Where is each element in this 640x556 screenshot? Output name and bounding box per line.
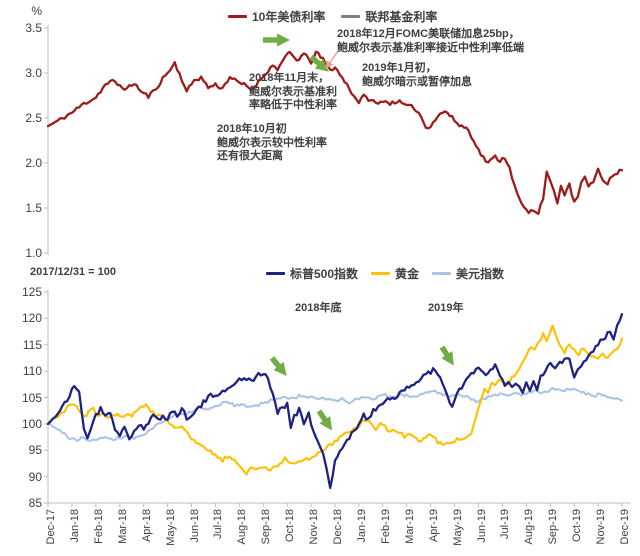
legend-label: 联邦基金利率 xyxy=(365,10,438,24)
y-tick-label: 3.0 xyxy=(25,66,42,80)
x-tick-label: Jun-19 xyxy=(475,509,488,543)
annotation-oct2018: 2018年10月初 鲍威尔表示较中性利率 还有很大距离 xyxy=(217,123,327,164)
legend-label: 黄金 xyxy=(395,267,420,281)
annotation-line: 鲍威尔表示基准利 xyxy=(249,85,337,98)
annotation-line: 2019年 xyxy=(428,302,464,314)
x-tick-label: Mar-19 xyxy=(403,509,416,544)
x-tick-label: Dec-17 xyxy=(45,509,57,545)
x-tick-label: Dec-18 xyxy=(332,509,344,545)
y-tick-label: 1.5 xyxy=(25,201,42,215)
x-tick-label: Dec-19 xyxy=(619,509,631,545)
y-tick-label: 120 xyxy=(21,311,42,326)
ust10y-line-swatch xyxy=(228,15,247,18)
y-tick-label: 110 xyxy=(22,364,42,379)
x-tick-label: Apr-18 xyxy=(140,509,153,543)
annotation-line: 2018年底 xyxy=(295,302,342,314)
dollar-index-line-swatch xyxy=(432,272,452,275)
annotation-2019: 2019年 xyxy=(428,302,463,316)
x-tick-label: May-19 xyxy=(451,509,464,546)
annotation-jan2019: 2019年1月初， 鲍威尔暗示或暂停加息 xyxy=(362,62,472,89)
y-tick-label: 115 xyxy=(22,337,42,352)
x-tick-label: May-18 xyxy=(164,509,177,546)
bottom-legend: 标普500指数 黄金 美元指数 xyxy=(266,265,504,282)
arrow-icon-top-decline xyxy=(309,54,329,72)
y-tick-label: 85 xyxy=(28,496,42,510)
arrow-icon-2019 xyxy=(439,345,454,366)
gold-line-swatch xyxy=(371,272,391,275)
y-tick-label: 2.0 xyxy=(25,156,42,170)
gold-line xyxy=(46,324,624,476)
sp500-line xyxy=(46,313,624,490)
annotation-line: 率略低于中性利率 xyxy=(249,99,337,111)
legend-label: 标普500指数 xyxy=(290,267,359,281)
annotation-line: 鲍威尔表示较中性利率 xyxy=(217,136,327,149)
legend-label: 美元指数 xyxy=(456,267,505,281)
x-tick-label: Apr-19 xyxy=(427,509,440,543)
top-legend: 10年美债利率 联邦基金利率 xyxy=(228,8,437,25)
y-tick-label: 3.5 xyxy=(25,21,42,35)
x-tick-label: Mar-18 xyxy=(116,509,129,544)
x-tick-label: Nov-18 xyxy=(308,509,321,545)
y-tick-label: 95 xyxy=(28,443,42,458)
legend-item-gold: 黄金 xyxy=(371,265,419,282)
axis-line xyxy=(44,290,631,507)
sp500-line-swatch xyxy=(266,272,285,275)
x-tick-label: Oct-18 xyxy=(284,509,297,543)
annotation-line: 2018年11月末， xyxy=(249,72,330,84)
x-tick-label: Sep-18 xyxy=(260,509,273,545)
annotation-nov2018: 2018年11月末， 鲍威尔表示基准利 率略低于中性利率 xyxy=(249,72,337,113)
x-tick-label: Oct-19 xyxy=(571,509,584,543)
x-tick-label: Feb-18 xyxy=(92,509,105,544)
arrow-icon-gold-dec2018 xyxy=(316,409,332,431)
axis-line xyxy=(44,25,49,255)
annotation-line: 2018年10月初 xyxy=(217,123,287,135)
bottom-base-label: 2017/12/31 = 100 xyxy=(30,266,116,278)
y-tick-label: 2.5 xyxy=(25,111,42,125)
legend-item-sp500: 标普500指数 xyxy=(266,265,358,282)
top-y-axis-unit: % xyxy=(31,4,42,18)
y-tick-label: 125 xyxy=(21,285,42,299)
dollar-index-line xyxy=(46,386,624,442)
x-tick-label: Jan-18 xyxy=(68,509,81,543)
x-tick-label: Feb-19 xyxy=(379,509,392,544)
x-tick-label: Aug-19 xyxy=(523,509,536,545)
x-tick-label: Sep-19 xyxy=(547,509,560,545)
fedfunds-line-swatch xyxy=(341,15,361,18)
legend-item-ust10y: 10年美债利率 xyxy=(228,8,325,25)
bottom-panel-series xyxy=(46,313,624,490)
arrow-icon-callout-pointer xyxy=(325,50,339,69)
arrow-icon-spx-oct2018 xyxy=(269,356,287,376)
x-tick-label: Jul-19 xyxy=(499,509,512,539)
annotation-end-2018: 2018年底 xyxy=(295,302,341,316)
legend-item-fedfunds: 联邦基金利率 xyxy=(341,8,437,25)
x-tick-label: Aug-18 xyxy=(236,509,249,545)
annotation-line: 2019年1月初， xyxy=(362,62,437,74)
green-highlight-arrows xyxy=(263,33,454,431)
legend-item-dxy: 美元指数 xyxy=(432,265,504,282)
annotation-line: 2018年12月FOMC美联储加息25bp， xyxy=(337,28,520,40)
y-tick-label: 100 xyxy=(21,416,42,431)
annotation-line: 鲍威尔表示基准利率接近中性利率低端 xyxy=(337,41,524,54)
axes xyxy=(44,25,631,507)
x-tick-label: Nov-19 xyxy=(595,509,608,545)
annotation-fomc-dec2018: 2018年12月FOMC美联储加息25bp， 鲍威尔表示基准利率接近中性利率低端 xyxy=(337,28,524,55)
x-tick-label: Jan-19 xyxy=(355,509,368,543)
y-tick-label: 90 xyxy=(28,469,42,484)
legend-label: 10年美债利率 xyxy=(252,10,326,24)
y-tick-label: 1.0 xyxy=(25,246,42,260)
x-tick-label: Jul-18 xyxy=(212,509,225,539)
annotation-line: 鲍威尔暗示或暂停加息 xyxy=(362,75,472,88)
y-tick-label: 105 xyxy=(21,390,42,405)
annotation-line: 还有很大距离 xyxy=(217,150,283,162)
x-tick-label: Jun-18 xyxy=(188,509,201,543)
